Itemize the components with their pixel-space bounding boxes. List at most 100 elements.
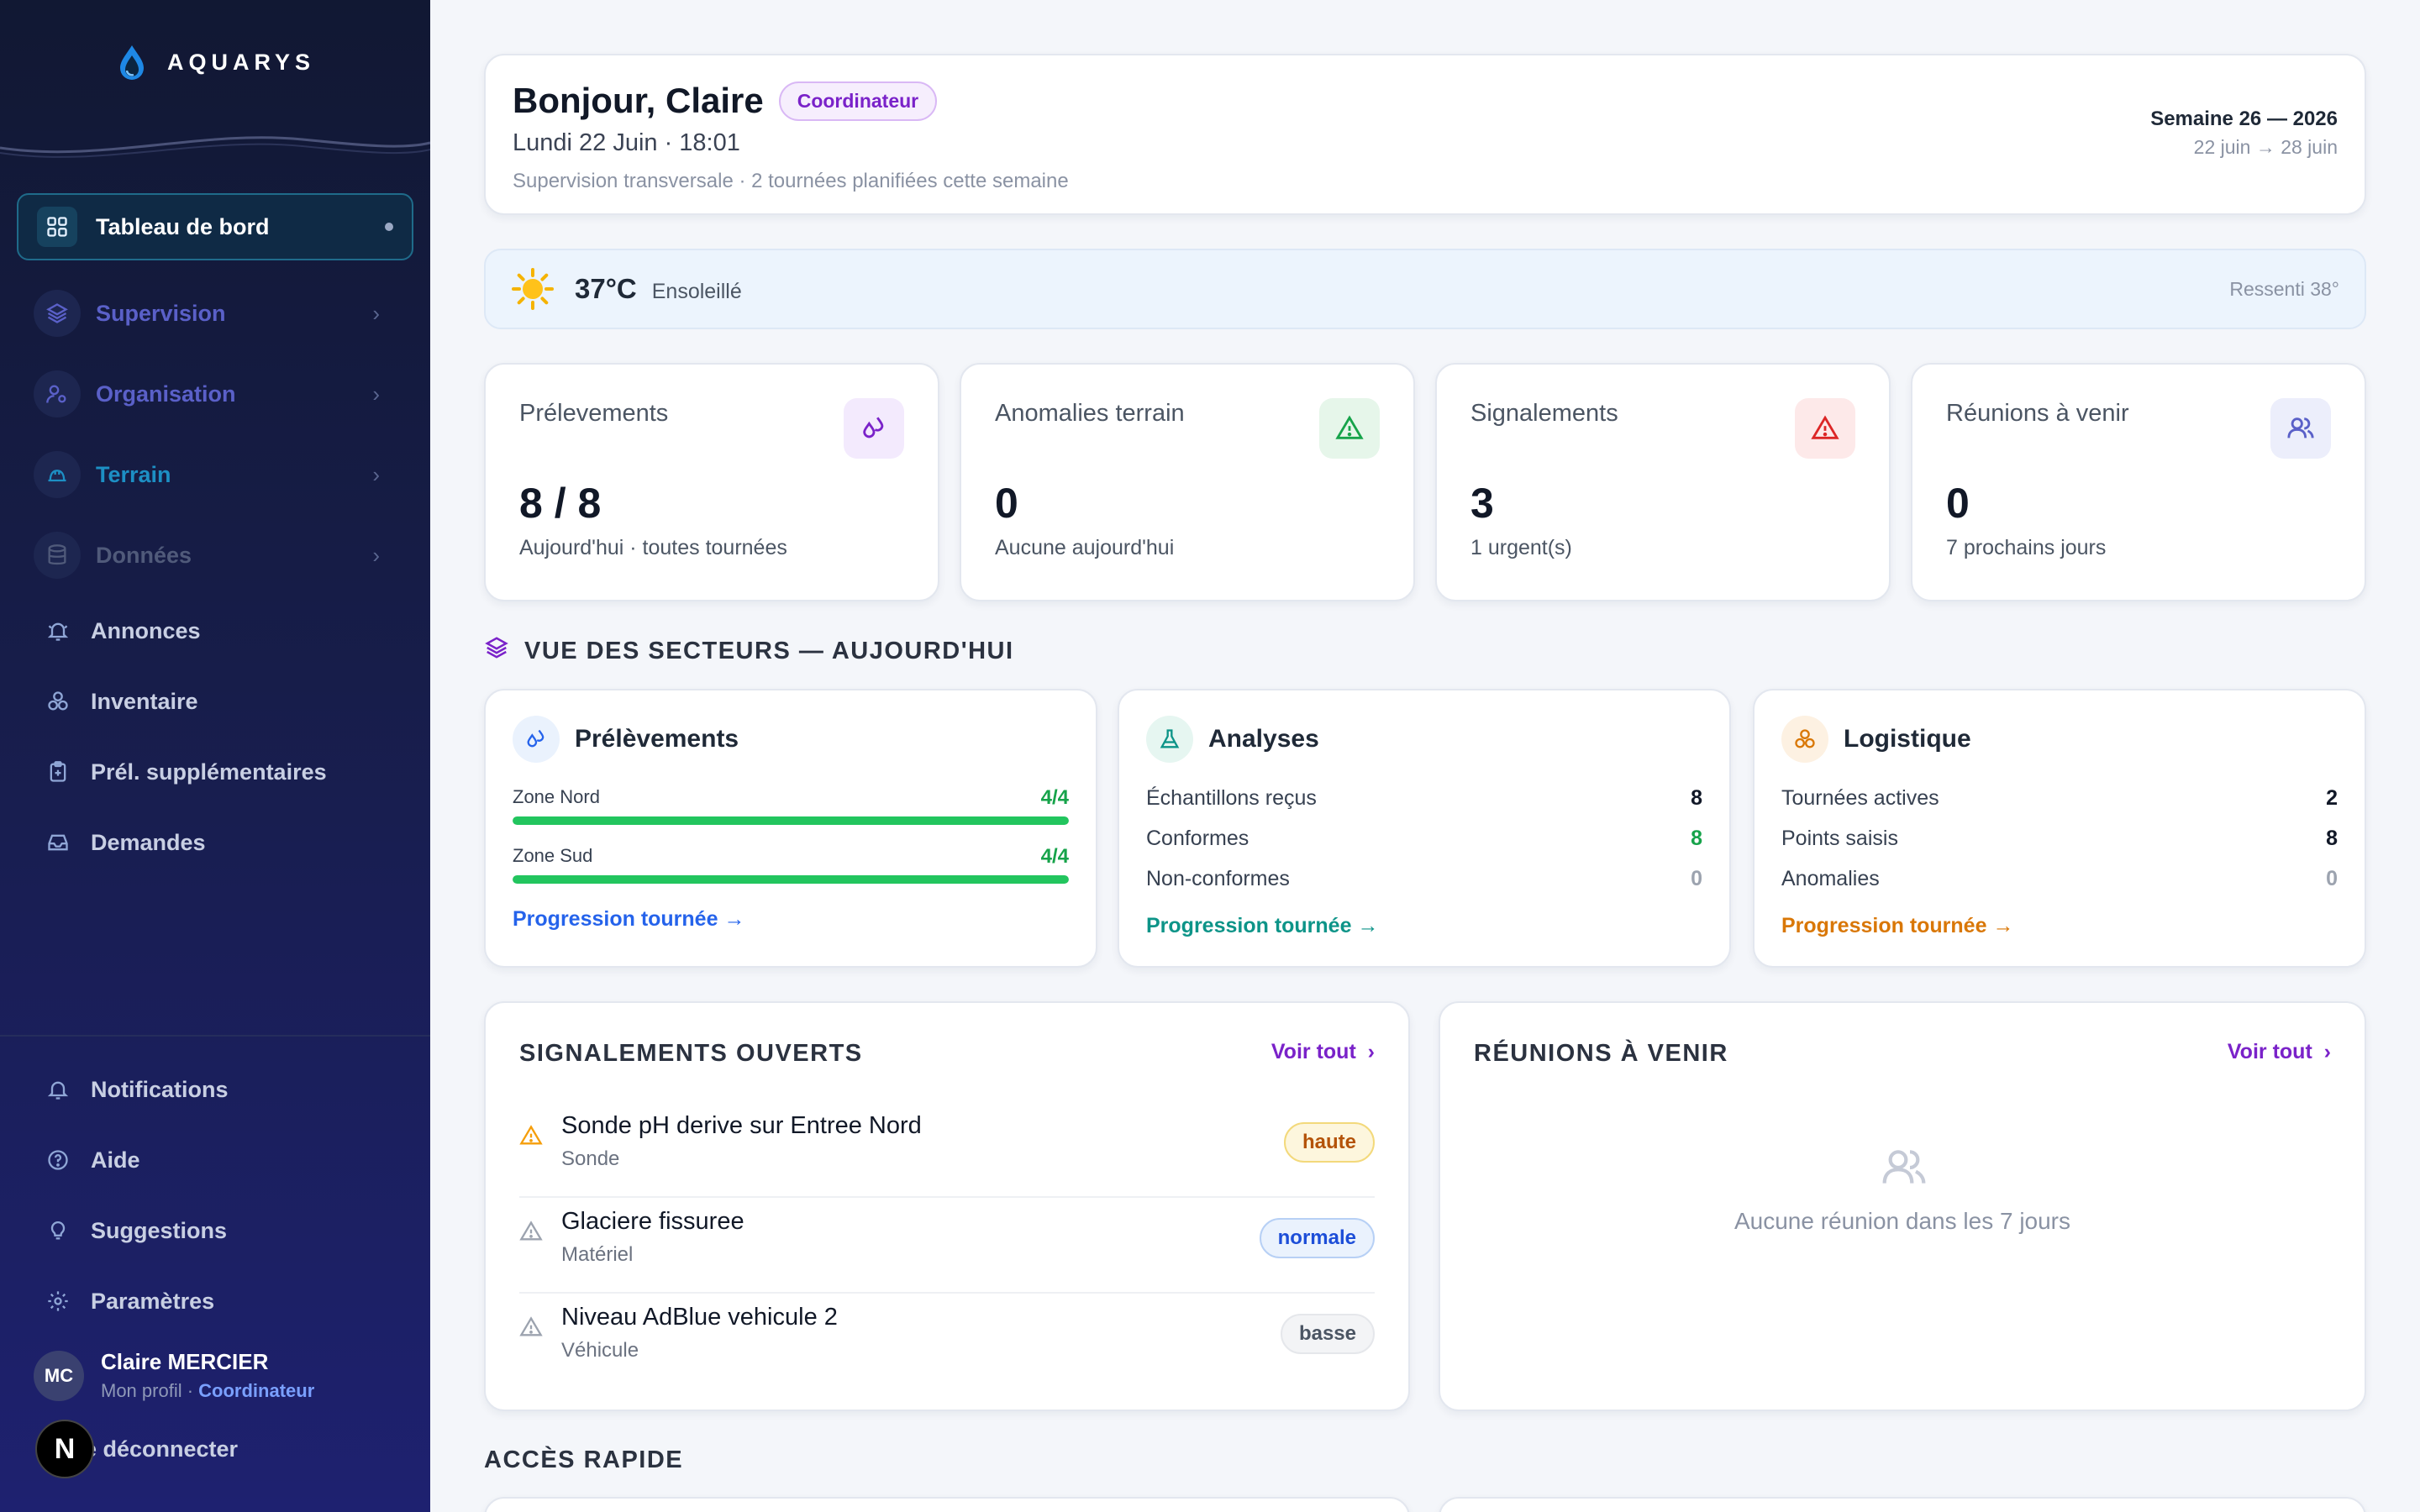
signalement-title: Niveau AdBlue vehicule 2 <box>561 1304 838 1331</box>
current-date: Lundi 22 Juin · 18:01 <box>513 129 740 156</box>
zone-progress: Zone Sud 4/4 <box>513 845 1069 884</box>
sidebar-group-terrain[interactable]: Terrain › <box>34 449 397 501</box>
see-all-link[interactable]: Voir tout › <box>2228 1040 2331 1064</box>
progression-link[interactable]: Progression tournée → <box>1781 914 2014 937</box>
progress-fill <box>513 875 1069 884</box>
kpi-value: 8 / 8 <box>519 480 602 527</box>
divider <box>519 1292 1375 1294</box>
sector-title: Prélèvements <box>575 725 739 753</box>
see-all-label: Voir tout <box>1270 1040 1356 1063</box>
sidebar-item-notifications[interactable]: Notifications <box>44 1068 229 1110</box>
logout-button[interactable]: N e déconnecter <box>35 1420 238 1478</box>
priority-badge: normale <box>1259 1218 1375 1258</box>
sidebar-item-demandes[interactable]: Demandes <box>44 822 206 864</box>
user-role: Coordinateur <box>198 1380 315 1401</box>
stat-row: Points saisis 8 <box>1781 827 2338 857</box>
zone-label: Zone Sud <box>513 845 593 866</box>
chevron-right-icon: › <box>1361 1040 1375 1063</box>
chevron-right-icon: › <box>372 300 380 326</box>
sidebar-item-inventaire[interactable]: Inventaire <box>44 680 198 722</box>
sidebar-item-annonces[interactable]: Annonces <box>44 610 201 652</box>
boxes-icon <box>1781 716 1828 763</box>
signalement-category: Sonde <box>561 1147 620 1170</box>
empty-state-text: Aucune réunion dans les 7 jours <box>1733 1208 2071 1234</box>
gear-icon <box>44 1287 72 1315</box>
sidebar: AQUARYS Tableau de bord Supervision › Or… <box>0 0 430 1512</box>
progression-link[interactable]: Progression tournée → <box>513 907 745 931</box>
database-icon <box>34 532 81 579</box>
active-indicator-dot <box>385 223 393 231</box>
boxes-icon <box>44 687 72 716</box>
list-item[interactable]: Niveau AdBlue vehicule 2 Véhicule basse <box>519 1299 1375 1383</box>
kpi-card-reunions[interactable]: Réunions à venir 0 7 prochains jours <box>1911 363 2366 601</box>
sidebar-item-label: Tableau de bord <box>96 213 270 239</box>
kpi-card-prelevements[interactable]: Prélevements 8 / 8 Aujourd'hui · toutes … <box>484 363 939 601</box>
alert-icon <box>1795 398 1855 459</box>
user-name: Claire MERCIER <box>101 1349 269 1374</box>
sidebar-group-donnees[interactable]: Données › <box>34 529 397 581</box>
section-title-text: VUE DES SECTEURS — AUJOURD'HUI <box>524 637 1014 664</box>
sidebar-item-suggestions[interactable]: Suggestions <box>44 1210 227 1252</box>
progression-link[interactable]: Progression tournée → <box>1146 914 1379 937</box>
sidebar-item-parametres[interactable]: Paramètres <box>44 1280 214 1322</box>
stat-row: Tournées actives 2 <box>1781 786 2338 816</box>
brand[interactable]: AQUARYS <box>0 0 430 124</box>
zone-value: 4/4 <box>1040 786 1069 809</box>
list-item[interactable]: Sonde pH derive sur Entree Nord Sonde ha… <box>519 1107 1375 1191</box>
sector-title: Analyses <box>1208 725 1319 753</box>
quick-access-card[interactable] <box>484 1497 1410 1512</box>
role-badge: Coordinateur <box>778 81 938 121</box>
kpi-value: 0 <box>995 480 1018 527</box>
chevron-right-icon: › <box>372 381 380 407</box>
stat-value: 8 <box>1691 786 1702 810</box>
user-settings-icon <box>34 370 81 417</box>
sector-card-analyses: Analyses Échantillons reçus 8 Conformes … <box>1118 689 1731 968</box>
user-subtitle: Mon profil · Coordinateur <box>101 1380 314 1402</box>
profile-link[interactable]: Mon profil <box>101 1380 182 1401</box>
sidebar-item-label: Inventaire <box>91 688 198 714</box>
flask-icon <box>1146 716 1193 763</box>
sidebar-item-label: Demandes <box>91 829 206 855</box>
sectors-section-title: VUE DES SECTEURS — AUJOURD'HUI <box>484 635 1014 667</box>
sidebar-item-aide[interactable]: Aide <box>44 1139 140 1181</box>
sidebar-item-prel-supplementaires[interactable]: Prél. supplémentaires <box>44 751 327 793</box>
users-icon <box>2270 398 2331 459</box>
sidebar-item-tableau-de-bord[interactable]: Tableau de bord <box>17 193 413 260</box>
kpi-subtitle: 1 urgent(s) <box>1470 536 1572 559</box>
user-profile[interactable]: MC Claire MERCIER Mon profil · Coordinat… <box>34 1349 314 1402</box>
temperature: 37°C <box>575 273 637 304</box>
progress-bar <box>513 875 1069 884</box>
n-overlay-badge[interactable]: N <box>35 1420 94 1478</box>
sidebar-group-label: Supervision <box>96 300 226 326</box>
help-circle-icon <box>44 1146 72 1174</box>
sidebar-item-label: Aide <box>91 1147 140 1173</box>
signalement-title: Sonde pH derive sur Entree Nord <box>561 1112 922 1139</box>
sidebar-group-organisation[interactable]: Organisation › <box>34 368 397 420</box>
bell-ring-icon <box>44 617 72 645</box>
clipboard-plus-icon <box>44 758 72 786</box>
signalement-category: Matériel <box>561 1243 634 1266</box>
kpi-card-anomalies[interactable]: Anomalies terrain 0 Aucune aujourd'hui <box>960 363 1415 601</box>
sidebar-group-label: Données <box>96 542 192 568</box>
see-all-link[interactable]: Voir tout › <box>1271 1040 1375 1064</box>
stat-label: Conformes <box>1146 827 1249 850</box>
stat-value: 8 <box>1691 827 1702 850</box>
stat-row: Échantillons reçus 8 <box>1146 786 1702 816</box>
stat-row: Non-conformes 0 <box>1146 867 1702 897</box>
stat-value: 8 <box>2326 827 2338 850</box>
list-item[interactable]: Glaciere fissuree Matériel normale <box>519 1203 1375 1287</box>
stat-label: Échantillons reçus <box>1146 786 1317 810</box>
see-all-label: Voir tout <box>2227 1040 2312 1063</box>
sector-card-prelevements: Prélèvements Zone Nord 4/4 Zone Sud 4/4 … <box>484 689 1097 968</box>
stat-label: Anomalies <box>1781 867 1880 890</box>
kpi-card-signalements[interactable]: Signalements 3 1 urgent(s) <box>1435 363 1891 601</box>
warning-icon <box>1319 398 1380 459</box>
stat-label: Points saisis <box>1781 827 1898 850</box>
priority-badge: haute <box>1283 1122 1375 1163</box>
quick-access-card[interactable] <box>1439 1497 2366 1512</box>
weather-bar: 37°C Ensoleillé Ressenti 38° <box>484 249 2366 329</box>
panel-title: SIGNALEMENTS OUVERTS <box>519 1040 863 1067</box>
layers-icon <box>34 290 81 337</box>
sidebar-group-supervision[interactable]: Supervision › <box>34 287 397 339</box>
zone-label: Zone Nord <box>513 786 600 807</box>
